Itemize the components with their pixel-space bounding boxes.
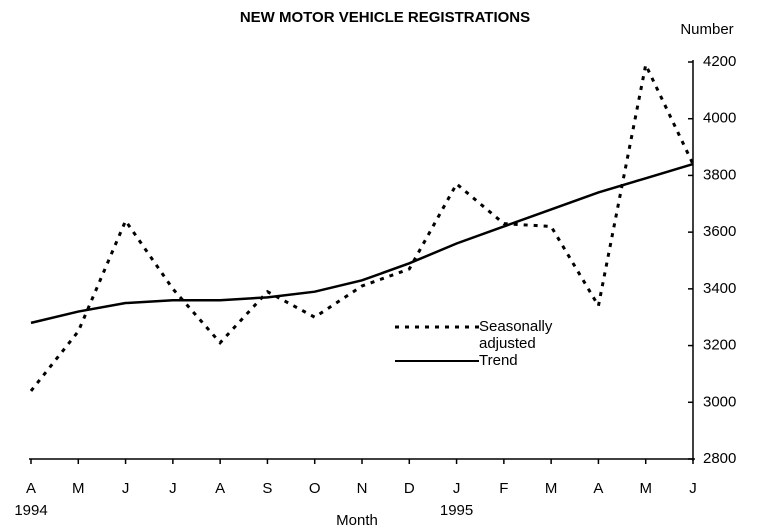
- legend-swatch: [395, 325, 479, 329]
- y-tick-label: 3400: [703, 280, 736, 297]
- year-label: 1994: [14, 502, 47, 519]
- x-tick-label: M: [639, 480, 652, 497]
- x-tick-label: S: [262, 480, 272, 497]
- year-label: 1995: [440, 502, 473, 519]
- x-tick-label: N: [357, 480, 368, 497]
- legend-label: Trend: [479, 352, 518, 369]
- y-tick-label: 2800: [703, 450, 736, 467]
- x-tick-label: D: [404, 480, 415, 497]
- y-tick-label: 3200: [703, 337, 736, 354]
- x-tick-label: J: [122, 480, 130, 497]
- x-tick-label: A: [593, 480, 603, 497]
- x-tick-label: A: [215, 480, 225, 497]
- x-tick-label: J: [689, 480, 697, 497]
- y-tick-label: 4200: [703, 53, 736, 70]
- legend-item: Seasonally adjusted: [395, 318, 569, 352]
- x-tick-label: F: [499, 480, 508, 497]
- x-tick-label: O: [309, 480, 321, 497]
- legend: Seasonally adjusted Trend: [395, 318, 569, 370]
- x-tick-label: J: [169, 480, 177, 497]
- x-tick-label: M: [545, 480, 558, 497]
- y-tick-label: 3000: [703, 393, 736, 410]
- x-tick-label: M: [72, 480, 85, 497]
- y-tick-label: 4000: [703, 110, 736, 127]
- chart-title: NEW MOTOR VEHICLE REGISTRATIONS: [240, 9, 530, 26]
- x-axis-label: Month: [336, 512, 378, 529]
- legend-item: Trend: [395, 352, 569, 370]
- y-tick-label: 3800: [703, 166, 736, 183]
- x-tick-label: J: [453, 480, 461, 497]
- series-line: [30, 162, 694, 325]
- legend-label: Seasonally adjusted: [479, 318, 553, 352]
- legend-swatch: [395, 360, 479, 362]
- y-tick-label: 3600: [703, 223, 736, 240]
- y-axis-label: Number: [680, 21, 733, 38]
- series-line: [29, 60, 695, 392]
- x-tick-label: A: [26, 480, 36, 497]
